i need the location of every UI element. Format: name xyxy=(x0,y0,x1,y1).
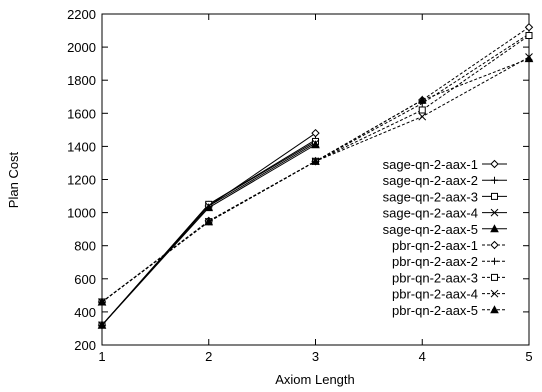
point-marker xyxy=(311,156,320,165)
point-marker xyxy=(491,192,498,200)
legend-entry: sage-qn-2-aax-5 xyxy=(383,222,507,237)
series-line xyxy=(101,142,316,326)
point-marker xyxy=(490,159,499,169)
point-marker xyxy=(491,176,498,184)
y-tick-label: 1200 xyxy=(67,173,96,188)
point-marker xyxy=(525,32,533,40)
y-tick-label: 1000 xyxy=(67,206,96,221)
legend-label: sage-qn-2-aax-3 xyxy=(383,189,478,204)
point-marker xyxy=(418,112,427,121)
legend-entry: pbr-qn-2-aax-2 xyxy=(392,254,507,269)
series-line xyxy=(101,141,316,326)
series-5 xyxy=(97,140,320,329)
point-marker xyxy=(311,128,320,138)
legend-entry: sage-qn-2-aax-3 xyxy=(383,189,507,204)
point-marker xyxy=(418,106,426,114)
point-marker xyxy=(524,54,534,63)
legend-label: pbr-qn-2-aax-2 xyxy=(392,254,478,269)
point-marker xyxy=(524,23,534,32)
legend-label: pbr-qn-2-aax-1 xyxy=(392,238,478,253)
point-marker xyxy=(417,95,427,104)
y-tick-label: 1400 xyxy=(67,139,96,154)
legend-label: sage-qn-2-aax-1 xyxy=(383,157,478,172)
x-tick-label: 4 xyxy=(419,349,426,364)
legend-entry: sage-qn-2-aax-1 xyxy=(383,157,507,172)
x-tick-label: 5 xyxy=(525,349,532,364)
x-tick-label: 1 xyxy=(98,349,105,364)
series-line xyxy=(101,144,316,326)
point-marker xyxy=(490,305,499,314)
legend-entry: sage-qn-2-aax-4 xyxy=(383,206,507,221)
legend-label: pbr-qn-2-aax-4 xyxy=(392,287,478,302)
y-axis-label: Plan Cost xyxy=(6,151,21,208)
y-tick-label: 600 xyxy=(74,272,96,287)
y-tick-label: 400 xyxy=(74,305,96,320)
legend-entry: sage-qn-2-aax-2 xyxy=(383,173,507,188)
series-4 xyxy=(98,139,320,329)
x-tick-label: 2 xyxy=(205,349,212,364)
legend-entry: pbr-qn-2-aax-3 xyxy=(392,270,507,285)
point-marker xyxy=(97,297,107,306)
legend-label: pbr-qn-2-aax-3 xyxy=(392,270,478,285)
y-tick-label: 2000 xyxy=(67,40,96,55)
series-layer xyxy=(97,23,534,330)
legend-label: sage-qn-2-aax-2 xyxy=(383,173,478,188)
point-marker xyxy=(490,208,499,217)
point-marker xyxy=(490,224,499,233)
legend-entry: pbr-qn-2-aax-4 xyxy=(392,287,507,302)
series-2 xyxy=(98,136,319,329)
point-marker xyxy=(491,257,498,265)
legend-label: pbr-qn-2-aax-5 xyxy=(392,303,478,318)
point-marker xyxy=(97,320,107,329)
legend-entry: pbr-qn-2-aax-5 xyxy=(392,303,507,318)
y-tick-label: 2200 xyxy=(67,7,96,22)
axis-ticks: 200 400 600 800 1000 1200 1400 1600 1800 2000 2200… xyxy=(67,7,533,364)
y-tick-label: 1600 xyxy=(67,106,96,121)
legend: sage-qn-2-aax-1sage-qn-2-aax-2sage-qn-2-… xyxy=(383,157,507,318)
y-tick-label: 200 xyxy=(74,338,96,353)
legend-label: sage-qn-2-aax-5 xyxy=(383,222,478,237)
point-marker xyxy=(311,140,320,149)
x-tick-label: 3 xyxy=(312,349,319,364)
x-axis-label: Axiom Length xyxy=(275,372,355,387)
series-1 xyxy=(97,128,320,330)
y-tick-label: 1800 xyxy=(67,73,96,88)
point-marker xyxy=(204,217,214,226)
point-marker xyxy=(490,240,499,250)
y-tick-label: 800 xyxy=(74,239,96,254)
series-line xyxy=(101,139,316,326)
legend-label: sage-qn-2-aax-4 xyxy=(383,206,478,221)
point-marker xyxy=(204,203,214,212)
point-marker xyxy=(491,273,498,281)
point-marker xyxy=(490,289,499,298)
legend-entry: pbr-qn-2-aax-1 xyxy=(392,238,507,253)
series-10 xyxy=(97,54,534,306)
series-3 xyxy=(98,137,319,329)
